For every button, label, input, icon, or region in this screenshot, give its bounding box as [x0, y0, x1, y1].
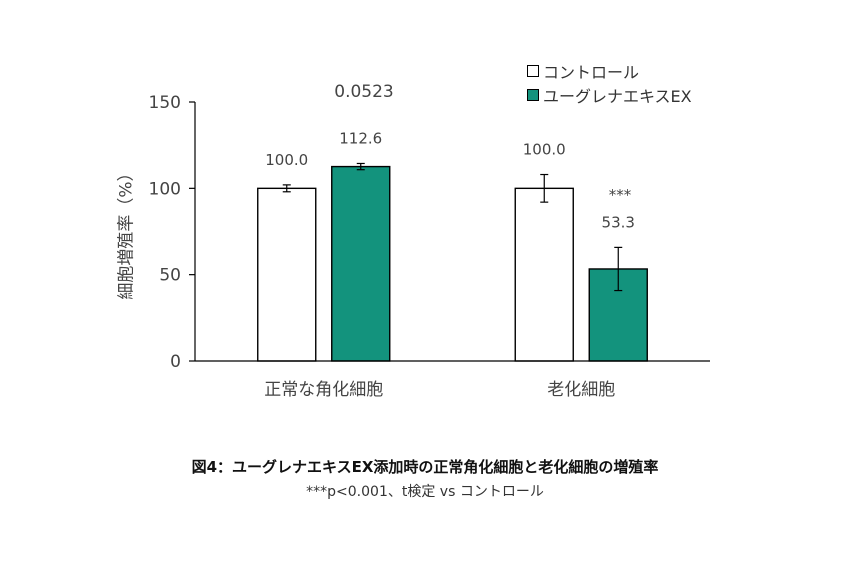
y-tick-label: 50: [159, 266, 181, 286]
x-axis-labels: 正常な角化細胞 老化細胞: [264, 380, 615, 400]
data-label: 100.0: [523, 141, 566, 159]
data-label: 53.3: [602, 213, 635, 231]
data-label: 112.6: [339, 129, 382, 147]
p-value-annotation: 0.0523: [334, 82, 393, 102]
bar: [514, 187, 574, 362]
figure-title: 図4：ユーグレナエキスEX添加時の正常角化細胞と老化細胞の増殖率: [191, 458, 659, 476]
bar: [257, 187, 317, 362]
y-tick-label: 150: [149, 93, 181, 113]
legend-item-euglena: ユーグレナエキスEX: [527, 83, 692, 107]
data-label: 100.0: [265, 151, 308, 169]
bar-chart: 0 50 100 150 100.0 112.6 100.0 53.3 正常な角化細胞 老化細…: [149, 82, 710, 400]
x-tick-label: 老化細胞: [547, 380, 615, 400]
legend-swatch-euglena: [527, 89, 539, 101]
legend-label-control: コントロール: [543, 63, 640, 82]
data-labels: 100.0 112.6 100.0 53.3: [265, 129, 635, 231]
bars: [257, 165, 648, 362]
error-bars: [282, 162, 623, 292]
legend: コントロール ユーグレナエキスEX: [527, 59, 692, 107]
legend-item-control: コントロール: [527, 59, 692, 83]
y-axis-ticks: 0 50 100 150: [149, 93, 195, 372]
legend-swatch-control: [527, 65, 539, 77]
legend-label-euglena: ユーグレナエキスEX: [543, 87, 692, 106]
y-axis-label: 細胞増殖率（%）: [116, 164, 137, 300]
figure-note: ***p<0.001、t検定 vs コントロール: [306, 484, 544, 500]
bar: [331, 165, 391, 362]
y-tick-label: 100: [149, 179, 181, 199]
x-tick-label: 正常な角化細胞: [264, 380, 383, 400]
y-tick-label: 0: [170, 352, 181, 372]
significance-annotation: ***: [609, 186, 632, 204]
